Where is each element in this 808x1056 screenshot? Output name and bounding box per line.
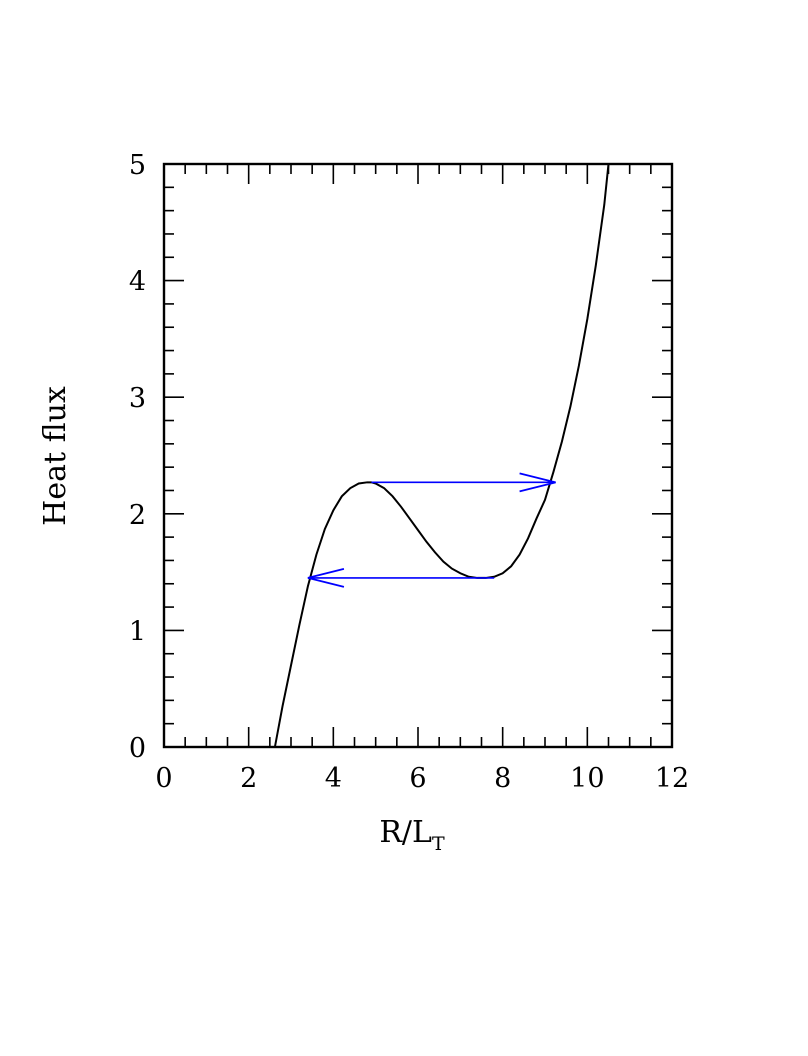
y-tick-label: 3 xyxy=(129,383,146,414)
heat-flux-curve xyxy=(273,163,610,748)
x-tick-label: 0 xyxy=(155,763,172,794)
major-ticks xyxy=(163,163,673,748)
arrow-head xyxy=(307,568,345,588)
y-tick-label: 0 xyxy=(129,733,146,764)
minor-ticks xyxy=(164,164,672,747)
y-tick-label: 1 xyxy=(129,616,146,647)
x-axis-title-main: R/L xyxy=(379,815,432,850)
annotations xyxy=(307,472,556,588)
y-axis-title: Heat flux xyxy=(38,386,73,526)
x-axis-title: R/LT xyxy=(379,815,445,855)
x-tick-label: 4 xyxy=(325,763,342,794)
x-tick-label: 12 xyxy=(655,763,689,794)
x-tick-label: 6 xyxy=(409,763,426,794)
x-tick-label: 2 xyxy=(240,763,257,794)
y-tick-labels: 0 1 2 3 4 5 xyxy=(129,150,146,764)
x-axis-title-subscript: T xyxy=(432,833,445,855)
x-tick-label: 10 xyxy=(570,763,604,794)
y-tick-label: 5 xyxy=(129,150,146,181)
arrow-head xyxy=(519,472,556,493)
y-tick-label: 4 xyxy=(129,267,146,298)
x-tick-label: 8 xyxy=(494,763,511,794)
y-tick-label: 2 xyxy=(129,500,146,531)
x-tick-labels: 0 2 4 6 8 10 12 xyxy=(155,763,689,794)
plot-frame xyxy=(162,162,674,749)
